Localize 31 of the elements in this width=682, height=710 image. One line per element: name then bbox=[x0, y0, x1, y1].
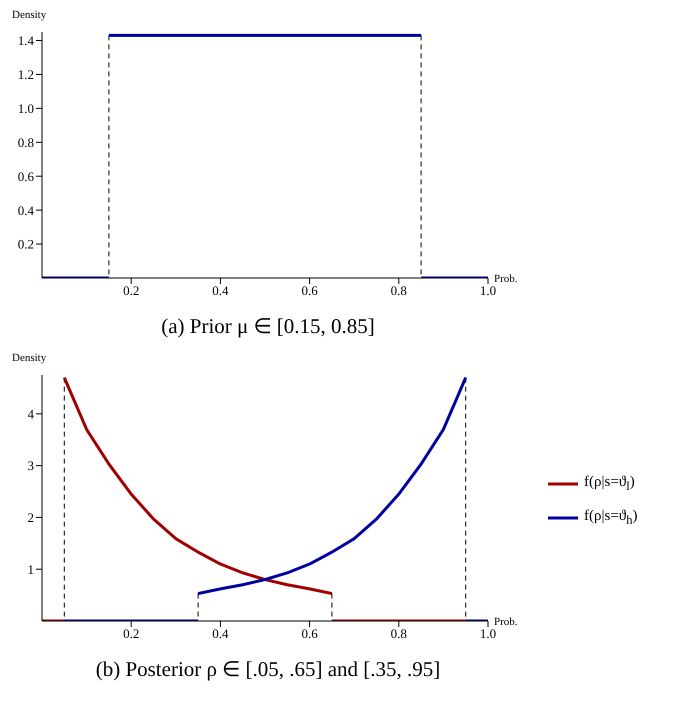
y-tick-label: 4 bbox=[28, 406, 34, 422]
line-series bbox=[62, 376, 334, 596]
y-tick-label: 0.2 bbox=[18, 236, 34, 252]
legend-label: f(ρ|s=ϑ$_{l}$) bbox=[584, 474, 635, 494]
y-tick-label: 3 bbox=[28, 458, 34, 474]
x-tick-label: 0.8 bbox=[390, 283, 407, 298]
y-tick-label: 0.8 bbox=[18, 134, 34, 150]
y-tick-label: 1.0 bbox=[18, 100, 34, 116]
text: (a) Prior μ ∈ [0.15, 0.85] bbox=[160, 314, 376, 339]
y-tick-label: 0.4 bbox=[18, 202, 34, 218]
x-tick-label: 0.6 bbox=[301, 283, 318, 298]
x-tick-label: 0.2 bbox=[123, 283, 140, 298]
y-axis-title: Density bbox=[12, 9, 47, 21]
x-tick-label: 0.4 bbox=[212, 283, 230, 298]
y-tick-label: 0.6 bbox=[18, 168, 34, 184]
x-tick-label: 1.0 bbox=[480, 283, 496, 298]
y-tick-label: 1.2 bbox=[18, 67, 34, 82]
x-axis-title: Prob. bbox=[494, 616, 518, 628]
y-tick-label: 2 bbox=[28, 510, 34, 526]
x-tick-label: 0.2 bbox=[123, 626, 140, 642]
y-tick-label: 1 bbox=[28, 562, 34, 577]
x-tick-label: 0.4 bbox=[212, 626, 230, 642]
line-series bbox=[196, 376, 468, 596]
x-tick-label: 1.0 bbox=[480, 626, 496, 642]
x-axis-title: Prob. bbox=[494, 273, 518, 285]
text: (b) Posterior ρ ∈ [.05, .65] and [.35, .95] bbox=[94, 657, 442, 682]
x-tick-label: 0.6 bbox=[301, 626, 318, 642]
x-tick-label: 0.8 bbox=[390, 626, 407, 642]
y-axis-title: Density bbox=[12, 352, 47, 364]
y-tick-label: 1.4 bbox=[18, 33, 34, 48]
legend-label: f(ρ|s=ϑ$_{h}$) bbox=[584, 508, 638, 528]
